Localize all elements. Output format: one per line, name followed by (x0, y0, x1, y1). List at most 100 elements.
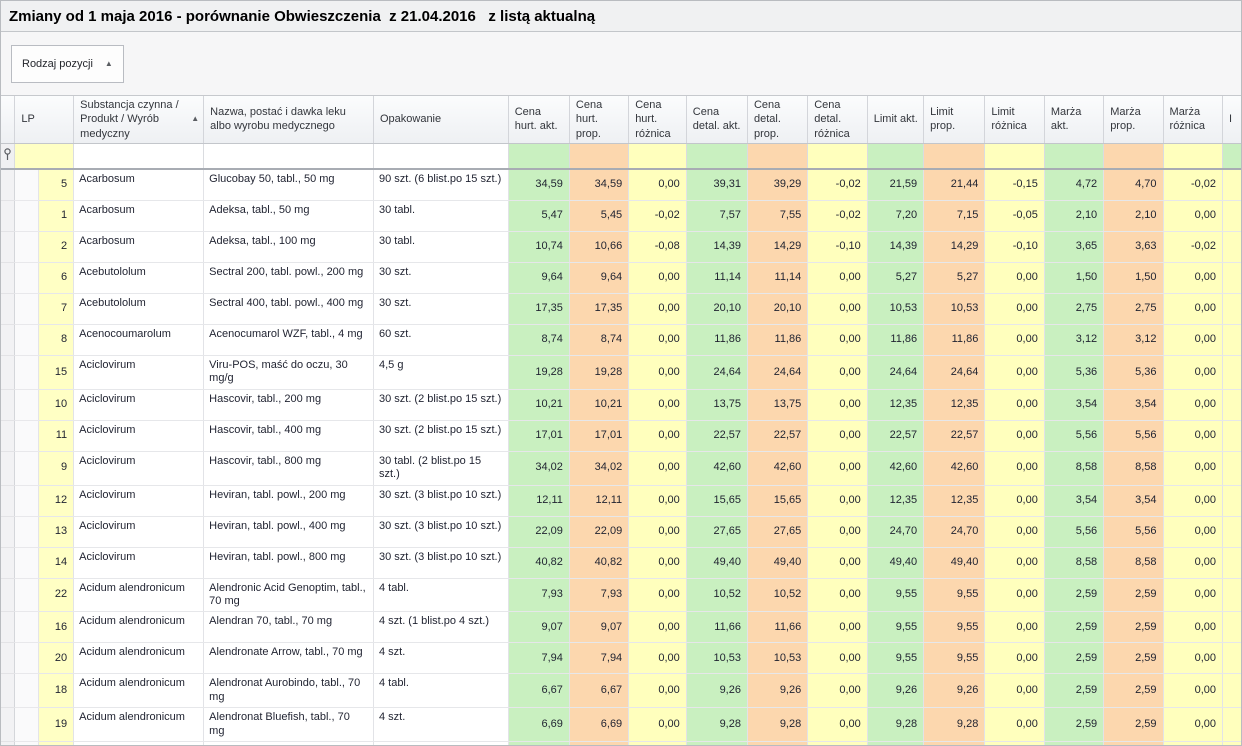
cell-substance[interactable]: Aciclovirum (73, 355, 205, 390)
cell-v1[interactable]: 34,59 (569, 169, 630, 201)
cell-substance[interactable]: Acebutololum (73, 293, 205, 325)
cell-name[interactable]: Acenocumarol WZF, tabl., 4 mg (203, 324, 374, 356)
cell-package[interactable]: 4 szt. (1 blist.po 4 szt.) (373, 741, 509, 745)
cell-v6[interactable]: 9,26 (867, 673, 925, 709)
cell-v9[interactable]: 5,56 (1044, 420, 1105, 452)
cell-v7[interactable]: 49,40 (923, 547, 986, 579)
cell-v8[interactable]: 0,00 (984, 293, 1045, 325)
cell-substance[interactable]: Aciclovirum (73, 547, 205, 579)
cell-v11[interactable]: 0,00 (1163, 200, 1224, 232)
cell-v6[interactable]: 9,55 (867, 642, 925, 675)
cell-v10[interactable]: 5,36 (1103, 355, 1164, 390)
cell-v2[interactable]: 0,00 (628, 169, 687, 201)
cell-v4[interactable]: 20,10 (747, 293, 809, 325)
cell-name[interactable]: Heviran, tabl. powl., 800 mg (203, 547, 374, 579)
table-row[interactable]: 7 Acebutololum Sectral 400, tabl. powl., 4… (1, 293, 1241, 325)
cell-v11[interactable]: 0,00 (1163, 420, 1224, 452)
cell-v0[interactable]: 9,07 (508, 611, 570, 644)
cell-v10[interactable]: 2,75 (1103, 293, 1164, 325)
cell-v8[interactable]: 0,00 (984, 516, 1045, 548)
cell-v1[interactable]: 9,07 (569, 611, 630, 644)
cell-v4[interactable]: 10,52 (747, 578, 809, 613)
cell-v0[interactable]: 6,69 (508, 707, 570, 742)
filter-cell-v9[interactable] (1044, 143, 1105, 171)
cell-v7[interactable]: 24,64 (923, 355, 986, 390)
cell-package[interactable]: 4 szt. (373, 642, 509, 675)
cell-v2[interactable]: 0,00 (628, 741, 687, 745)
column-header-v10[interactable]: Marża prop. (1103, 96, 1164, 144)
cell-v7[interactable]: 22,57 (923, 420, 986, 452)
cell-v3[interactable]: 9,28 (686, 707, 748, 742)
cell-name[interactable]: Sectral 200, tabl. powl., 200 mg (203, 262, 374, 294)
cell-substance[interactable]: Acidum alendronicum (73, 673, 205, 709)
cell-v4[interactable]: 9,26 (747, 673, 809, 709)
cell-package[interactable]: 30 szt. (3 blist.po 10 szt.) (373, 516, 509, 548)
cell-v0[interactable]: 8,74 (508, 324, 570, 356)
filter-cell-package[interactable] (373, 143, 509, 171)
column-header-v6[interactable]: Limit akt. (867, 96, 925, 144)
cell-v1[interactable]: 6,67 (569, 673, 630, 709)
cell-v1[interactable]: 40,82 (569, 547, 630, 579)
table-row[interactable]: 10 Aciclovirum Hascovir, tabl., 200 mg 30 s… (1, 389, 1241, 421)
filter-cell-name[interactable] (203, 143, 374, 171)
cell-v7[interactable]: 12,35 (923, 389, 986, 421)
cell-v4[interactable]: 42,60 (747, 451, 809, 486)
column-header-lp[interactable]: LP (14, 96, 75, 144)
column-header-v4[interactable]: Cena detal. prop. (747, 96, 809, 144)
cell-v3[interactable]: 11,39 (686, 741, 748, 745)
cell-v5[interactable]: 0,00 (807, 707, 868, 742)
column-header-v9[interactable]: Marża akt. (1044, 96, 1105, 144)
cell-v7[interactable]: 9,55 (923, 642, 986, 675)
cell-v7[interactable]: 9,55 (923, 611, 986, 644)
cell-v7[interactable]: 7,15 (923, 200, 986, 232)
cell-v8[interactable]: 0,00 (984, 642, 1045, 675)
cell-name[interactable]: Viru-POS, maść do oczu, 30 mg/g (203, 355, 374, 390)
cell-v7[interactable]: 11,86 (923, 324, 986, 356)
cell-package[interactable]: 30 tabl. (2 blist.po 15 szt.) (373, 451, 509, 486)
cell-v6[interactable]: 14,39 (867, 231, 925, 263)
column-header-v3[interactable]: Cena detal. akt. (686, 96, 748, 144)
cell-v0[interactable]: 12,11 (508, 485, 570, 517)
cell-v4[interactable]: 15,65 (747, 485, 809, 517)
cell-v7[interactable]: 9,28 (923, 707, 986, 742)
cell-name[interactable]: Alendronat Bluefish, tabl., 70 mg (203, 707, 374, 742)
cell-substance[interactable]: Acidum alendronicum (73, 741, 205, 745)
cell-lp[interactable]: 7 (38, 293, 75, 325)
cell-v8[interactable]: 0,00 (984, 611, 1045, 644)
cell-v8[interactable]: 0,00 (984, 707, 1045, 742)
cell-substance[interactable]: Aciclovirum (73, 420, 205, 452)
cell-v10[interactable]: 2,59 (1103, 611, 1164, 644)
cell-v8[interactable]: 0,00 (984, 324, 1045, 356)
cell-name[interactable]: Hascovir, tabl., 200 mg (203, 389, 374, 421)
cell-v8[interactable]: -0,10 (984, 231, 1045, 263)
cell-v5[interactable]: 0,00 (807, 547, 868, 579)
cell-substance[interactable]: Aciclovirum (73, 516, 205, 548)
column-header-v0[interactable]: Cena hurt. akt. (508, 96, 570, 144)
cell-v9[interactable]: 1,50 (1044, 262, 1105, 294)
cell-package[interactable]: 4,5 g (373, 355, 509, 390)
cell-v3[interactable]: 10,53 (686, 642, 748, 675)
cell-v4[interactable]: 27,65 (747, 516, 809, 548)
cell-v7[interactable]: 9,55 (923, 578, 986, 613)
cell-v1[interactable]: 10,66 (569, 231, 630, 263)
cell-v9[interactable]: 2,59 (1044, 611, 1105, 644)
cell-package[interactable]: 4 szt. (373, 707, 509, 742)
group-item-rodzaj-pozycji[interactable]: Rodzaj pozycji ▲ (11, 45, 124, 83)
cell-v1[interactable]: 10,21 (569, 389, 630, 421)
cell-package[interactable]: 30 szt. (2 blist.po 15 szt.) (373, 389, 509, 421)
cell-v3[interactable]: 7,57 (686, 200, 748, 232)
cell-substance[interactable]: Acebutololum (73, 262, 205, 294)
cell-v3[interactable]: 15,65 (686, 485, 748, 517)
cell-lp[interactable]: 16 (38, 611, 75, 644)
cell-v3[interactable]: 11,86 (686, 324, 748, 356)
cell-v4[interactable]: 10,53 (747, 642, 809, 675)
table-row[interactable]: 19 Acidum alendronicum Alendronat Bluefish… (1, 707, 1241, 742)
cell-v6[interactable]: 24,70 (867, 516, 925, 548)
cell-v4[interactable]: 11,39 (747, 741, 809, 745)
cell-substance[interactable]: Aciclovirum (73, 451, 205, 486)
cell-v7[interactable]: 10,53 (923, 293, 986, 325)
cell-v1[interactable]: 19,28 (569, 355, 630, 390)
cell-v5[interactable]: -0,02 (807, 200, 868, 232)
cell-lp[interactable]: 20 (38, 642, 75, 675)
cell-name[interactable]: Alendran 70, tabl., 70 mg (203, 611, 374, 644)
